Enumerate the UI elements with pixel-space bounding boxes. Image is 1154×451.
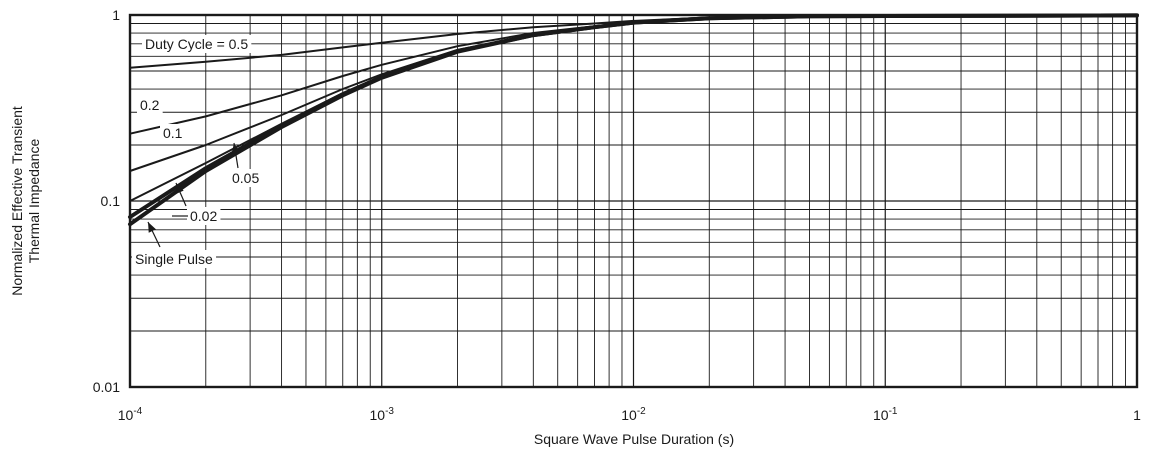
series-label-0-02-arrowhead bbox=[176, 183, 184, 194]
x-tick-label: 10-4 bbox=[118, 406, 143, 423]
y-tick-label: 1 bbox=[112, 7, 120, 23]
x-tick-label: 1 bbox=[1133, 407, 1141, 423]
series-label-0-05: 0.05 bbox=[232, 170, 259, 186]
series-label-duty-0-5: Duty Cycle = 0.5 bbox=[145, 36, 248, 52]
label-background bbox=[132, 250, 217, 268]
x-axis-label: Square Wave Pulse Duration (s) bbox=[534, 431, 734, 447]
label-background bbox=[137, 96, 163, 114]
label-background bbox=[160, 124, 186, 142]
series-label-single-pulse: Single Pulse bbox=[135, 251, 213, 267]
y-axis-label-line-1: Normalized Effective Transient bbox=[9, 106, 25, 296]
series-line-5 bbox=[128, 13, 1139, 227]
series-label-0-05-arrowhead bbox=[231, 143, 240, 154]
series-label-0-02: 0.02 bbox=[190, 208, 217, 224]
plot-frame bbox=[128, 13, 1139, 389]
y-tick-label: 0.1 bbox=[101, 193, 121, 209]
grid-layer bbox=[129, 14, 1138, 388]
tick-label-layer: 10-4 10-3 10-2 10-1 1 0.01 0.1 1 bbox=[93, 7, 1141, 423]
label-background bbox=[229, 169, 263, 187]
x-tick-label: 10-1 bbox=[873, 406, 898, 423]
y-tick-label: 0.01 bbox=[93, 379, 120, 395]
y-axis-label-line-2: Thermal Impedance bbox=[26, 139, 42, 264]
label-background bbox=[142, 35, 252, 53]
annotation-layer: Duty Cycle = 0.5 0.20.1 0.05 0.02 Single Pul… bbox=[132, 35, 263, 268]
x-tick-label: 10-2 bbox=[621, 406, 646, 423]
series-label-0-1: 0.1 bbox=[163, 125, 183, 141]
series-label-single-pulse-arrowhead bbox=[148, 222, 156, 233]
series-label-0-2: 0.2 bbox=[140, 97, 160, 113]
curve-layer bbox=[128, 13, 1139, 227]
x-tick-label: 10-3 bbox=[370, 406, 395, 423]
label-background bbox=[187, 207, 221, 225]
